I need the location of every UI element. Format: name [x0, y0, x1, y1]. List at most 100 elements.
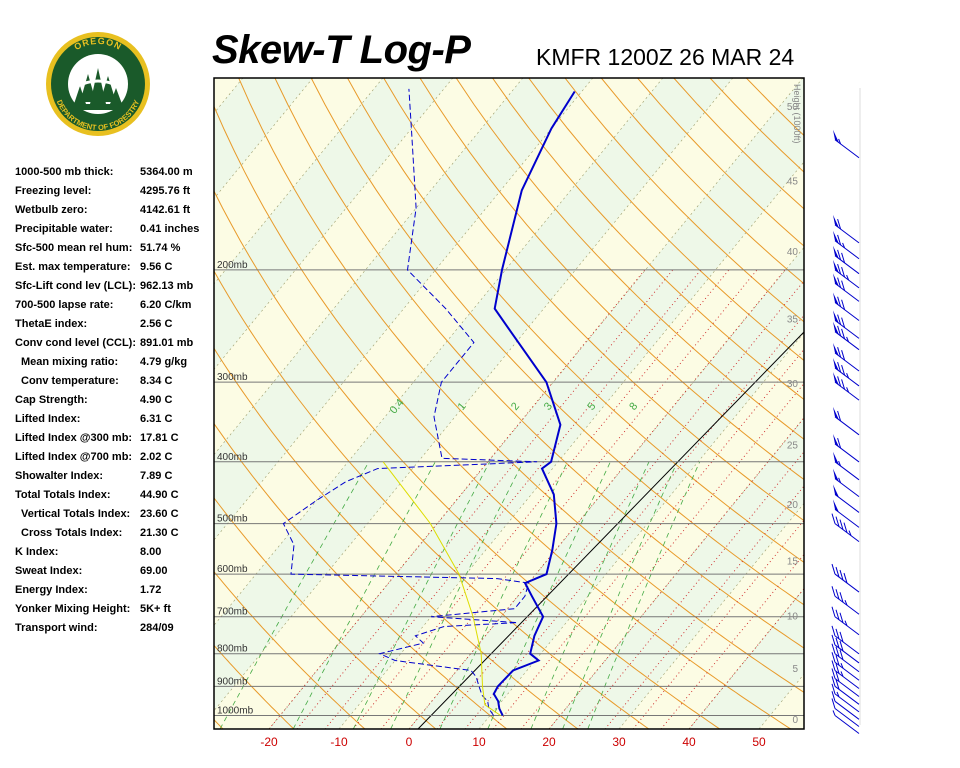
barb-flag — [837, 277, 842, 288]
index-row: Lifted Index @300 mb: 17.81 C — [15, 432, 215, 451]
index-label: Precipitable water: — [15, 223, 113, 235]
wind-barb — [831, 625, 860, 655]
barb-half-flag — [846, 274, 850, 281]
wind-barb — [833, 484, 860, 513]
barb-pennant — [833, 484, 839, 498]
height-tick-label: 40 — [787, 247, 799, 258]
barb-staff — [834, 708, 860, 727]
index-value: 69.00 — [140, 565, 168, 577]
index-row: Conv cond level (CCL): 891.01 mb — [15, 337, 215, 356]
barb-flag — [839, 649, 844, 660]
index-label: 1000-500 mb thick: — [15, 166, 114, 178]
pressure-tick-label: 900mb — [217, 676, 248, 687]
dry-adiabat — [214, 347, 579, 729]
dry-adiabat — [274, 78, 804, 649]
wind-barb — [833, 499, 860, 528]
mixing-ratio-line — [487, 461, 611, 729]
wind-barb — [833, 245, 860, 275]
temperature-band — [214, 78, 593, 540]
wind-barb — [832, 710, 860, 734]
x-tick-label: -10 — [330, 735, 348, 749]
wind-barb — [833, 273, 860, 302]
barb-flag — [841, 280, 846, 291]
wind-barb — [831, 563, 860, 593]
wind-barb — [831, 606, 860, 636]
barb-staff — [834, 416, 860, 436]
index-row: Transport wind: 284/09 — [15, 622, 215, 641]
index-label: K Index: — [15, 546, 59, 558]
x-tick-label: 40 — [682, 735, 696, 749]
barb-staff — [834, 381, 860, 401]
dry-adiabat — [214, 644, 295, 729]
temperature-profile-line — [492, 90, 576, 716]
barb-flag — [837, 249, 842, 261]
index-label: Lifted Index @300 mb: — [15, 432, 133, 444]
barb-staff — [834, 367, 860, 387]
wind-barb — [831, 683, 860, 713]
barb-pennant — [833, 433, 839, 447]
index-value: 17.81 C — [140, 432, 179, 444]
barb-staff — [834, 443, 860, 463]
barb-pennant — [833, 372, 839, 386]
barb-flag — [837, 325, 842, 337]
index-row: Showalter Index: 7.89 C — [15, 470, 215, 489]
barb-flag — [831, 563, 836, 575]
index-row: Lifted Index @700 mb: 2.02 C — [15, 451, 215, 470]
barb-flag — [841, 365, 846, 376]
barb-staff — [834, 331, 860, 351]
isotherm-line — [214, 78, 734, 712]
dry-adiabat — [214, 189, 721, 729]
barb-flag — [843, 572, 848, 584]
index-label: Lifted Index @700 mb: — [15, 451, 133, 463]
barb-half-flag — [838, 477, 842, 483]
dry-adiabat — [455, 78, 804, 440]
index-row: Conv temperature: 8.34 C — [15, 375, 215, 394]
barb-staff — [834, 255, 860, 275]
pressure-tick-label: 600mb — [217, 564, 248, 575]
barb-staff — [834, 269, 860, 289]
index-value: 962.13 mb — [140, 280, 194, 292]
index-row: Est. max temperature: 9.56 C — [15, 261, 215, 280]
barb-half-flag — [846, 336, 850, 343]
barb-flag — [831, 652, 836, 663]
mixing-ratio-line — [562, 461, 678, 729]
barb-pennant — [833, 342, 839, 356]
index-label: Cap Strength: — [15, 394, 88, 406]
isotherm-line — [618, 502, 804, 729]
mixing-ratio-line — [530, 461, 650, 729]
isotherm-line — [214, 78, 454, 370]
dry-adiabat — [419, 78, 804, 481]
mixing-ratio-line — [587, 461, 701, 729]
pressure-tick-label: 400mb — [217, 452, 248, 463]
barb-flag — [831, 698, 836, 709]
index-row: Total Totals Index: 44.90 C — [15, 489, 215, 508]
x-tick-label: 0 — [406, 735, 413, 749]
barb-flag — [841, 266, 846, 278]
wind-barb — [831, 660, 860, 689]
index-value: 51.74 % — [140, 242, 181, 254]
barb-pennant — [833, 310, 839, 324]
wind-barb — [833, 292, 860, 321]
barb-flag — [839, 592, 844, 603]
barb-staff — [834, 715, 860, 734]
height-tick-label: 50 — [787, 102, 799, 113]
index-row: 1000-500 mb thick: 5364.00 m — [15, 166, 215, 185]
wind-barb — [831, 643, 860, 673]
index-row: K Index: 8.00 — [15, 546, 215, 565]
barb-flag — [835, 679, 840, 690]
station-time-label: KMFR 1200Z 26 MAR 24 — [536, 44, 795, 70]
index-value: 21.30 C — [140, 527, 179, 539]
parcel-profile-line — [382, 461, 501, 716]
index-row: Freezing level: 4295.76 ft — [15, 185, 215, 204]
index-row: Vertical Totals Index: 23.60 C — [15, 508, 215, 527]
index-label: Energy Index: — [15, 584, 88, 596]
index-value: 2.56 C — [140, 318, 173, 330]
barb-flag — [831, 513, 836, 524]
isotherm-line — [214, 78, 594, 541]
index-value: 8.34 C — [140, 375, 173, 387]
dry-adiabat — [214, 422, 508, 729]
index-value: 891.01 mb — [140, 337, 194, 349]
barb-staff — [834, 700, 860, 720]
index-label: Conv cond level (CCL): — [15, 337, 137, 349]
pressure-tick-label: 1000mb — [217, 705, 254, 716]
